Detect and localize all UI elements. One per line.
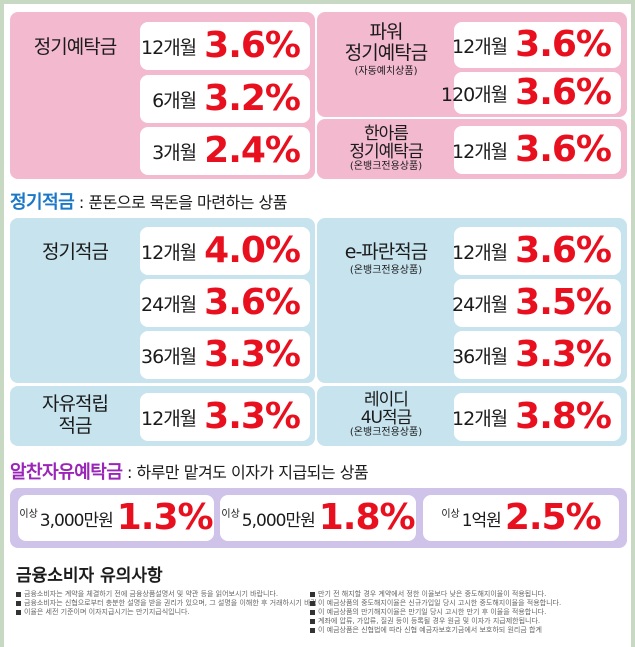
rate-value: 2.5% (504, 497, 602, 538)
term-label: 3개월 (152, 141, 197, 164)
term-label: 12개월 (452, 35, 508, 58)
deposit-power-row: 12개월 3.6% (452, 22, 621, 68)
label-line: 한아름 (364, 124, 409, 144)
savings-free-row: 12개월 3.3% (140, 393, 310, 441)
term-label: 12개월 (452, 407, 508, 430)
label-sub: (자동예치상품) (354, 66, 418, 77)
term-label: 12개월 (452, 140, 508, 163)
notice-item: 만기 전 해지할 경우 계약에서 정한 이율보다 낮은 중도해지이율이 적용됩니… (310, 590, 620, 599)
term-label: 36개월 (141, 345, 197, 368)
notice-list-left: 금융소비자는 계약을 체결하기 전에 금융상품설명서 및 약관 등을 읽어보시기… (16, 590, 316, 617)
rate-value: 3.2% (204, 78, 301, 119)
alchan-tier-card: 이상 3,000만원 1.3% (18, 495, 214, 541)
amount-label: 5,000만원 (241, 510, 316, 531)
savings-epa-row: 36개월 3.3% (452, 331, 621, 379)
label-sub: (온뱅크전용상품) (349, 161, 423, 172)
deposit-regular-row: 6개월 3.2% (140, 75, 310, 123)
notice-item: 이 예금상품은 신협법에 따라 신협 예금자보호기금에서 보호하되 원리금 합계 (310, 626, 620, 635)
term-label: 12개월 (141, 407, 197, 430)
savings-section-header: 정기적금 : 푼돈으로 목돈을 마련하는 상품 (10, 188, 287, 214)
notice-item: 금융소비자는 신협으로부터 충분한 설명을 받을 권리가 있으며, 그 설명을 … (16, 599, 316, 608)
term-label: 12개월 (141, 241, 197, 264)
rate-value: 2.4% (204, 130, 301, 171)
section-title: 알찬자유예탁금 (10, 462, 123, 483)
label-line: 정기예탁금 (349, 142, 423, 162)
term-label: 6개월 (152, 89, 197, 112)
rate-value: 4.0% (204, 230, 301, 271)
deposit-power-label: 파워 정기예탁금 (자동예치상품) (322, 22, 450, 78)
label-line: 정기예탁금 (344, 42, 428, 64)
above-label: 이상 (19, 509, 38, 520)
rate-value: 3.6% (515, 230, 612, 271)
rate-value: 3.5% (515, 282, 612, 323)
savings-regular-row: 12개월 4.0% (140, 227, 310, 275)
rate-value: 1.8% (318, 497, 416, 538)
notice-item: 이 예금상품의 중도해지이율은 신규가입일 당시 고시한 중도해지이율을 적용합… (310, 599, 620, 608)
deposit-regular-row: 3개월 2.4% (140, 127, 310, 175)
notice-item: 금융소비자는 계약을 체결하기 전에 금융상품설명서 및 약관 등을 읽어보시기… (16, 590, 316, 599)
notice-title: 금융소비자 유의사항 (16, 566, 163, 586)
rate-value: 3.6% (204, 25, 301, 66)
rate-poster: 정기예탁금 12개월 3.6% 6개월 3.2% 3개월 2.4% 파워 정기예… (4, 4, 631, 647)
savings-regular-row: 36개월 3.3% (140, 331, 310, 379)
deposit-power-row: 120개월 3.6% (441, 72, 621, 114)
rate-value: 3.3% (515, 334, 612, 375)
savings-regular-label: 정기적금 (42, 241, 109, 263)
rate-value: 3.6% (515, 129, 612, 170)
label-line: 자유적립 (42, 393, 109, 415)
savings-ready-row: 12개월 3.8% (452, 393, 621, 441)
alchan-tier-card: 이상 1억원 2.5% (423, 495, 619, 541)
savings-free-label: 자유적립 적금 (16, 393, 134, 437)
notice-list-right: 만기 전 해지할 경우 계약에서 정한 이율보다 낮은 중도해지이율이 적용됩니… (310, 590, 620, 635)
rate-value: 3.6% (515, 24, 612, 65)
term-label: 12개월 (141, 36, 197, 59)
savings-epa-row: 12개월 3.6% (452, 227, 621, 275)
amount-label: 3,000만원 (39, 510, 114, 531)
savings-regular-row: 24개월 3.6% (140, 279, 310, 327)
notice-item: 이 예금상품의 만기해지이율은 만기일 당시 고시한 만기 후 이율을 적용합니… (310, 608, 620, 617)
rate-value: 3.8% (515, 396, 612, 437)
rate-value: 3.6% (515, 72, 612, 113)
deposit-hanareum-row: 12개월 3.6% (452, 126, 621, 174)
label-sub: (온뱅크전용상품) (349, 427, 423, 438)
rate-value: 3.3% (204, 334, 301, 375)
deposit-regular-label: 정기예탁금 (33, 36, 117, 58)
section-desc: : 하루만 맡겨도 이자가 지급되는 상품 (127, 463, 369, 482)
section-desc: : 푼돈으로 목돈을 마련하는 상품 (78, 193, 288, 212)
savings-epa-label: e-파란적금 (온뱅크전용상품) (322, 242, 450, 277)
deposit-regular-row: 12개월 3.6% (140, 22, 310, 70)
above-label: 이상 (221, 509, 240, 520)
label-line: 레이디 (364, 390, 409, 410)
rate-value: 3.3% (204, 396, 301, 437)
term-label: 24개월 (452, 293, 508, 316)
amount-label: 1억원 (461, 510, 502, 531)
rate-value: 1.3% (116, 497, 214, 538)
label-sub: (온뱅크전용상품) (349, 265, 423, 276)
above-label: 이상 (441, 509, 460, 520)
rate-value: 3.6% (204, 282, 301, 323)
term-label: 24개월 (141, 293, 197, 316)
section-title: 정기적금 (10, 192, 75, 213)
label-line: e-파란적금 (344, 241, 428, 263)
term-label: 36개월 (452, 345, 508, 368)
term-label: 120개월 (440, 83, 508, 106)
notice-item: 계좌에 압류, 가압류, 질권 등이 등록될 경우 원금 및 이자가 지급제한됩… (310, 617, 620, 626)
deposit-hanareum-label: 한아름 정기예탁금 (온뱅크전용상품) (322, 125, 450, 173)
label-line: 적금 (58, 415, 93, 437)
savings-ready-label: 레이디 4U적금 (온뱅크전용상품) (322, 391, 450, 439)
label-line: 4U적금 (360, 408, 413, 428)
alchan-section-header: 알찬자유예탁금 : 하루만 맡겨도 이자가 지급되는 상품 (10, 458, 369, 484)
alchan-tier-card: 이상 5,000만원 1.8% (220, 495, 416, 541)
savings-epa-row: 24개월 3.5% (452, 279, 621, 327)
notice-item: 이율은 세전 기준이며 이자지급시기는 만기지급식입니다. (16, 608, 316, 617)
term-label: 12개월 (452, 241, 508, 264)
label-line: 파워 (369, 21, 404, 43)
